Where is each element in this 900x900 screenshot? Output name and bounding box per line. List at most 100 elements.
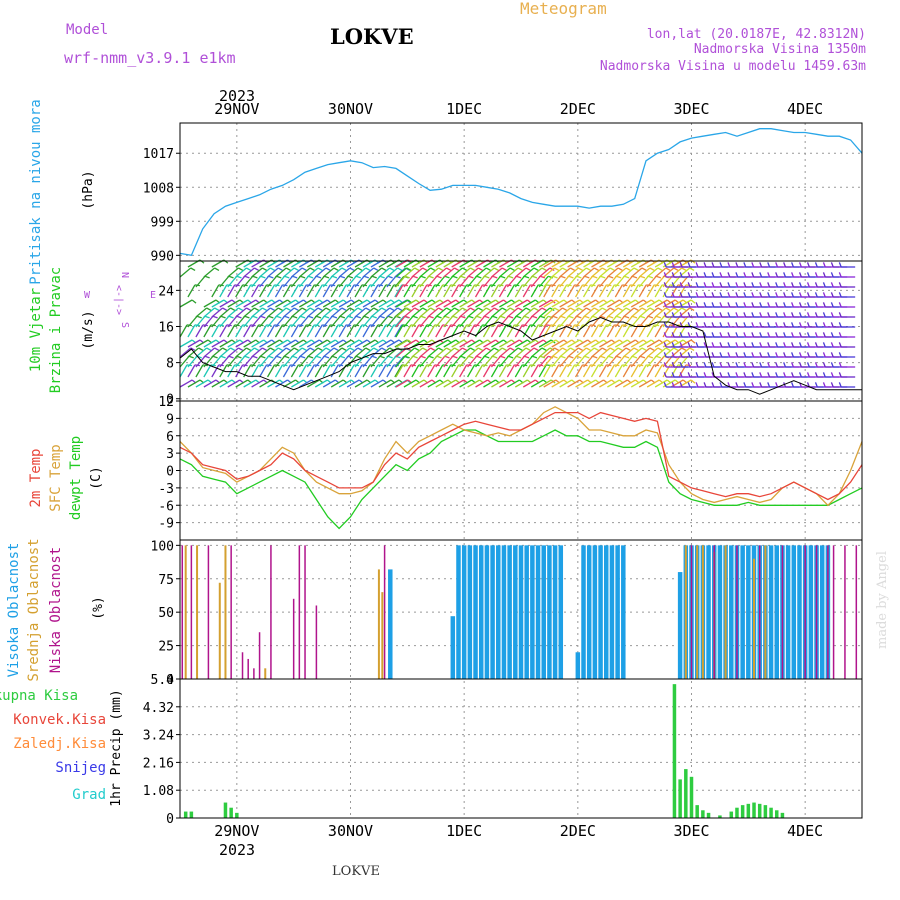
bar-cloud-low bbox=[383, 545, 386, 679]
ytick-2-12: 12 bbox=[158, 395, 174, 410]
bar-cloud-mid bbox=[196, 545, 199, 679]
wind-barb bbox=[467, 284, 476, 298]
wind-barb-flag bbox=[397, 267, 403, 271]
wind-barb bbox=[575, 379, 589, 388]
wind-barb bbox=[615, 299, 628, 308]
bar-cloud-high bbox=[785, 545, 791, 679]
wind-barb-flag bbox=[325, 307, 331, 311]
wind-barb-flag bbox=[214, 307, 220, 311]
wind-barb bbox=[354, 275, 365, 288]
wind-barb-flag bbox=[355, 355, 362, 359]
wind-barb bbox=[475, 315, 486, 328]
wind-barb-flag bbox=[687, 332, 691, 338]
wind-barb bbox=[235, 315, 246, 328]
wind-barb-flag bbox=[500, 315, 506, 319]
wind-barb-flag bbox=[806, 302, 810, 308]
wind-barb-flag bbox=[585, 347, 591, 351]
wind-barb-flag bbox=[695, 292, 699, 298]
wind-barb bbox=[251, 339, 265, 348]
wind-barb bbox=[211, 364, 220, 378]
wind-barb bbox=[459, 379, 473, 388]
wind-barb bbox=[386, 364, 395, 378]
wind-barb-flag bbox=[727, 372, 731, 378]
wind-barb bbox=[419, 299, 433, 308]
wind-barb-flag bbox=[657, 347, 663, 351]
wind-barb-flag bbox=[719, 332, 723, 338]
wind-barb-flag bbox=[687, 372, 691, 378]
wind-barb bbox=[370, 307, 383, 318]
wind-barb-flag bbox=[806, 272, 810, 278]
wind-barb-flag bbox=[593, 347, 599, 351]
wind-barb-flag bbox=[608, 355, 614, 359]
wind-barb-flag bbox=[711, 352, 715, 358]
wind-barb-flag bbox=[228, 355, 234, 359]
wind-barb-flag bbox=[238, 307, 244, 311]
wind-barb bbox=[638, 299, 652, 308]
wind-barb bbox=[180, 285, 187, 297]
wind-barb bbox=[227, 364, 236, 378]
wind-barb-flag bbox=[743, 362, 747, 368]
wind-barb bbox=[275, 299, 288, 308]
wind-barb bbox=[543, 284, 552, 298]
wind-barb bbox=[475, 379, 488, 388]
wind-barb bbox=[614, 364, 623, 378]
wind-barb-flag bbox=[727, 312, 731, 318]
wind-barb-flag bbox=[814, 342, 818, 348]
wind-barb bbox=[274, 355, 285, 368]
ytick-3-75: 75 bbox=[158, 573, 174, 588]
wind-barb bbox=[614, 347, 627, 358]
wind-barb-flag bbox=[373, 307, 379, 311]
wind-barb bbox=[499, 379, 512, 388]
wind-barb bbox=[282, 315, 293, 328]
wind-barb-flag bbox=[554, 347, 560, 351]
wind-barb-flag bbox=[412, 315, 418, 319]
wind-barb-flag bbox=[308, 355, 314, 359]
wind-barb-flag bbox=[719, 292, 723, 298]
bar-cloud-low bbox=[207, 545, 210, 679]
wind-barb-flag bbox=[389, 267, 395, 271]
wind-barb bbox=[670, 315, 681, 328]
wind-barb-flag bbox=[719, 342, 723, 348]
bar-precip-total bbox=[729, 811, 734, 818]
bar-cloud-low bbox=[304, 545, 306, 679]
wind-barb-flag bbox=[703, 372, 707, 378]
wind-barb bbox=[338, 339, 352, 348]
wind-barb-flag bbox=[806, 342, 810, 348]
wind-barb bbox=[243, 284, 252, 298]
bar-precip-total bbox=[775, 810, 779, 818]
wind-barb bbox=[290, 347, 303, 358]
wind-barb bbox=[187, 315, 198, 328]
wind-barb-flag bbox=[516, 275, 522, 279]
wind-barb bbox=[330, 299, 344, 308]
bar-cloud-mid bbox=[684, 545, 687, 679]
wind-barb bbox=[267, 355, 278, 368]
wind-barb-flag bbox=[759, 282, 763, 288]
wind-barb bbox=[275, 379, 288, 388]
wind-barb-flag bbox=[308, 315, 314, 319]
ylabel-precip-1: Konvek.Kisa bbox=[13, 712, 106, 728]
wind-barb bbox=[314, 347, 327, 358]
wind-barb-flag bbox=[822, 332, 826, 338]
bar-cloud-high bbox=[518, 545, 524, 679]
wind-barb bbox=[582, 324, 592, 338]
wind-barb bbox=[654, 324, 663, 338]
wind-barb bbox=[467, 299, 481, 308]
wind-barb-flag bbox=[576, 275, 582, 279]
wind-barb bbox=[551, 339, 565, 348]
wind-barb-flag bbox=[791, 292, 795, 298]
bar-cloud-high bbox=[774, 545, 779, 679]
wind-barb-flag bbox=[703, 382, 707, 388]
wind-barb bbox=[543, 364, 552, 378]
wind-barb bbox=[195, 275, 206, 288]
year-top: 2023 bbox=[219, 87, 255, 105]
ytick-2--3: -3 bbox=[158, 482, 174, 497]
wind-barb-flag bbox=[751, 302, 755, 308]
wind-barb bbox=[606, 284, 615, 298]
wind-barb-flag bbox=[560, 275, 566, 279]
wind-barb bbox=[607, 379, 620, 388]
bar-cloud-high bbox=[604, 545, 609, 679]
wind-barb-flag bbox=[695, 312, 699, 318]
wind-barb bbox=[514, 307, 527, 318]
ytick-2-9: 9 bbox=[166, 412, 174, 427]
wind-barb bbox=[443, 299, 457, 308]
